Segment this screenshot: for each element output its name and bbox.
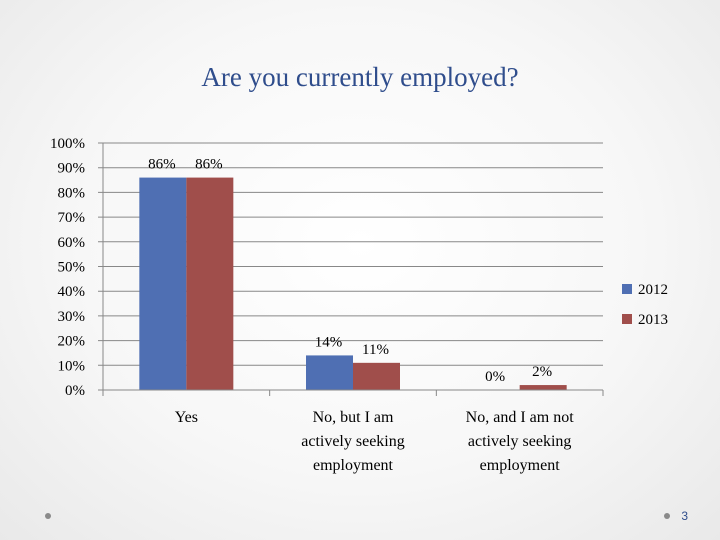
data-label: 11% [362, 342, 389, 358]
bar-2012 [139, 177, 187, 390]
slide-title: Are you currently employed? [201, 62, 519, 92]
y-tick-label: 0% [65, 383, 85, 399]
legend-swatch [622, 314, 632, 324]
footer-right-dot [664, 513, 670, 519]
y-tick-label: 30% [58, 309, 86, 325]
y-tick-label: 50% [58, 260, 86, 276]
x-category-label: No, and I am not [466, 409, 575, 426]
y-tick-label: 40% [58, 284, 86, 300]
y-tick-label: 70% [58, 210, 86, 226]
data-label: 86% [195, 157, 223, 173]
x-category-label: employment [313, 457, 394, 474]
bar-2013 [519, 385, 567, 390]
data-label: 0% [485, 369, 505, 385]
bar-2013 [353, 362, 400, 390]
x-category-label: No, but I am [313, 409, 394, 426]
data-label: 86% [148, 157, 176, 173]
legend-label: 2013 [638, 312, 668, 328]
y-tick-label: 10% [58, 358, 86, 374]
y-tick-label: 100% [50, 136, 85, 152]
bar-2012 [306, 355, 353, 390]
y-tick-label: 20% [58, 334, 86, 350]
x-category-label: Yes [175, 409, 198, 426]
legend-label: 2012 [638, 282, 668, 298]
x-category-label: employment [480, 457, 561, 474]
page-number: 3 [681, 509, 688, 523]
footer-left-dot [45, 513, 51, 519]
y-tick-label: 60% [58, 235, 86, 251]
x-category-label: actively seeking [468, 433, 572, 450]
bar-2013 [186, 177, 234, 390]
x-category-label: actively seeking [301, 433, 405, 450]
y-tick-label: 80% [58, 185, 86, 201]
y-tick-label: 90% [58, 161, 86, 177]
legend-swatch [622, 284, 632, 294]
data-label: 2% [532, 364, 552, 380]
data-label: 14% [315, 334, 343, 350]
